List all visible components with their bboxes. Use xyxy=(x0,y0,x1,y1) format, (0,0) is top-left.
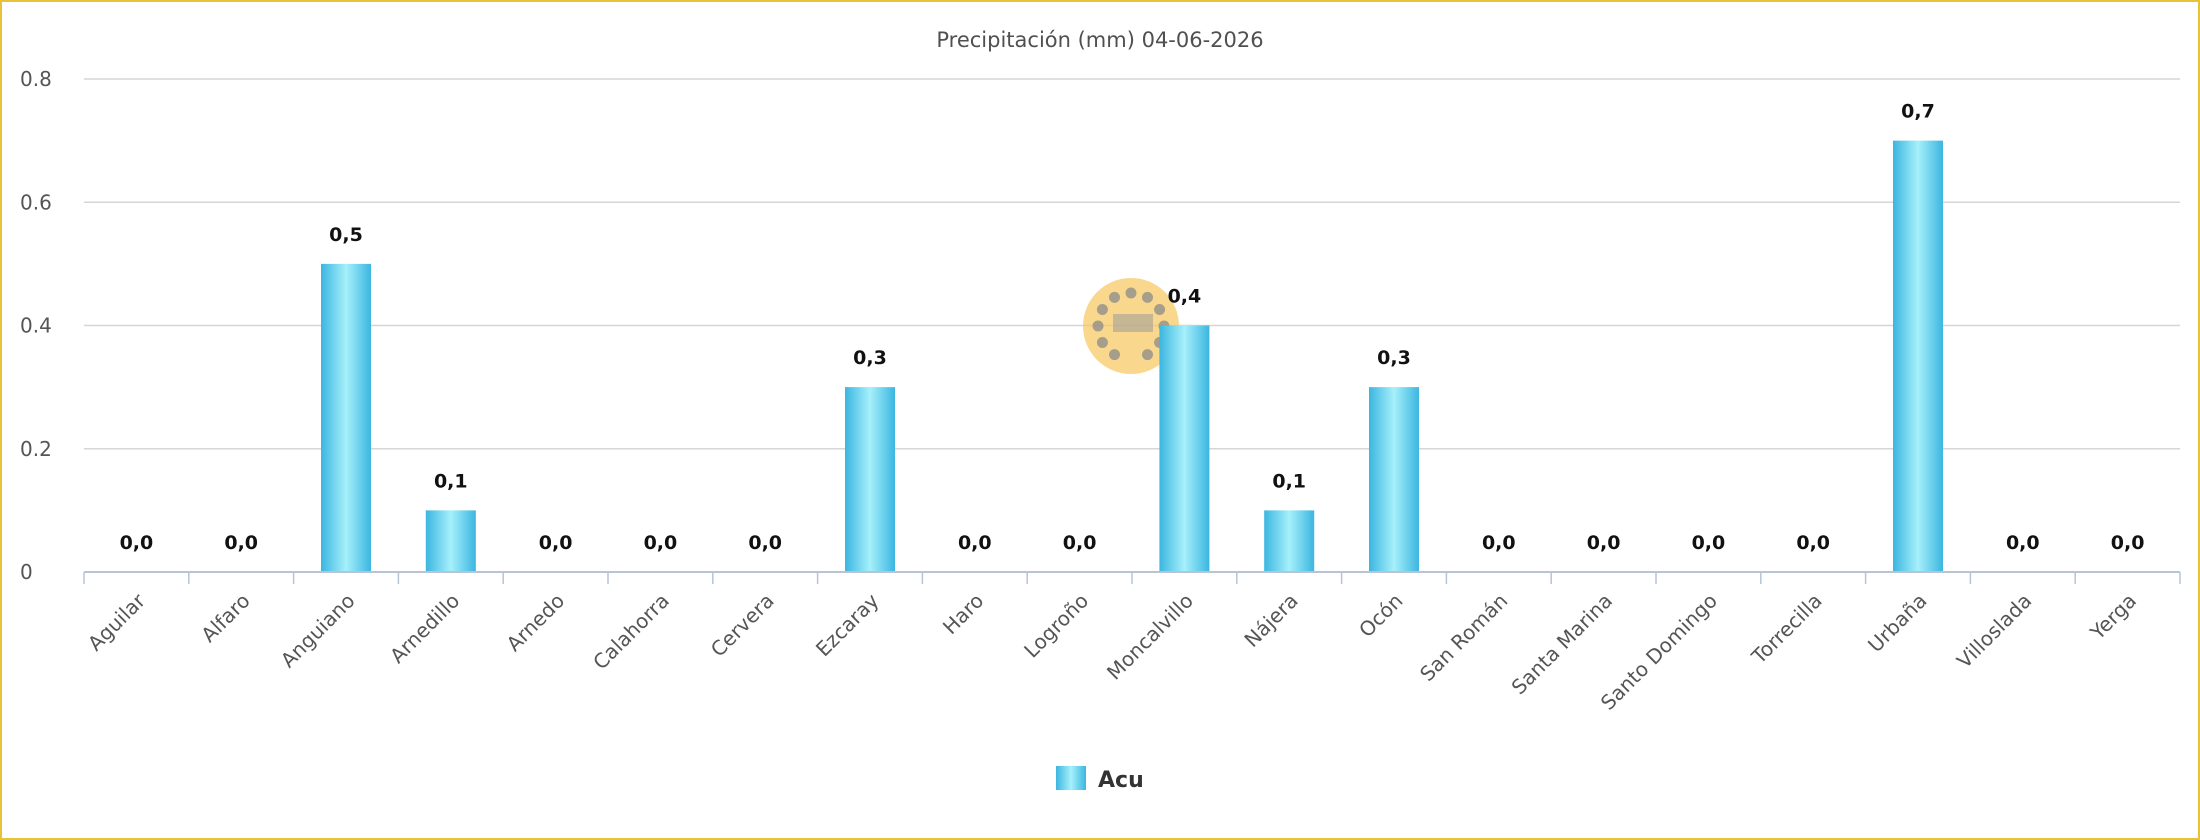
bar-17[interactable] xyxy=(1893,140,1943,572)
y-tick-label: 0.4 xyxy=(20,314,52,338)
data-label-2: 0,5 xyxy=(329,224,363,246)
data-label-19: 0,0 xyxy=(2111,532,2145,554)
logo-dot xyxy=(1096,304,1108,315)
logo-dot xyxy=(1142,291,1153,303)
x-tick-label-4: Arnedo xyxy=(502,589,570,657)
logo-dot xyxy=(1154,304,1166,315)
legend-swatch[interactable] xyxy=(1056,766,1086,790)
logo-dot xyxy=(1142,349,1153,361)
x-tick-label-7: Ezcaray xyxy=(811,588,884,661)
x-tick-label-12: Ocón xyxy=(1354,589,1407,642)
x-tick-label-14: Santa Marina xyxy=(1507,589,1618,700)
y-axis-ticks: 0 0.2 0.4 0.6 0.8 xyxy=(20,67,52,584)
data-label-6: 0,0 xyxy=(748,532,782,554)
y-tick-label: 0 xyxy=(20,560,33,584)
legend: Acu xyxy=(1056,766,1144,793)
bar-12[interactable] xyxy=(1369,387,1419,572)
data-label-3: 0,1 xyxy=(434,470,468,492)
bar-7[interactable] xyxy=(845,387,895,572)
data-label-11: 0,1 xyxy=(1272,470,1306,492)
data-label-10: 0,4 xyxy=(1168,286,1202,308)
x-axis: Aguilar Alfaro Anguiano Arnedillo Arnedo Cala… xyxy=(83,571,2181,715)
x-tick-label-5: Calahorra xyxy=(588,589,674,675)
data-label-12: 0,3 xyxy=(1377,347,1411,369)
bar-11[interactable] xyxy=(1264,510,1315,572)
bar-2[interactable] xyxy=(321,263,371,572)
x-tick-label-3: Arnedillo xyxy=(385,589,464,668)
data-label-9: 0,0 xyxy=(1063,532,1097,554)
logo-dot xyxy=(1092,320,1104,332)
gridlines xyxy=(84,78,2180,450)
x-tick-label-11: Nájera xyxy=(1239,589,1302,652)
x-tick-label-6: Cervera xyxy=(706,589,779,662)
data-labels: 0,0 0,0 0,5 0,1 0,0 0,0 0,0 0,3 0,0 0,0 0,4 0,1 0,3 0… xyxy=(120,101,2145,554)
data-label-5: 0,0 xyxy=(644,532,678,554)
data-label-0: 0,0 xyxy=(120,532,154,554)
x-tick-label-17: Urbaña xyxy=(1863,589,1931,657)
logo-dot xyxy=(1125,287,1137,299)
x-tick-label-2: Anguiano xyxy=(276,589,360,673)
data-label-16: 0,0 xyxy=(1796,532,1830,554)
chart-title: Precipitación (mm) 04-06-2026 xyxy=(936,28,1263,52)
legend-label-acu[interactable]: Acu xyxy=(1098,768,1144,793)
logo-dot xyxy=(1096,337,1108,348)
x-tick-label-13: San Román xyxy=(1415,589,1512,686)
bar-3[interactable] xyxy=(425,510,476,572)
data-label-18: 0,0 xyxy=(2006,532,2040,554)
x-tick-label-19: Yerga xyxy=(2085,589,2141,645)
x-tick-label-9: Logroño xyxy=(1019,589,1093,663)
x-tick-label-8: Haro xyxy=(938,589,988,639)
data-label-1: 0,0 xyxy=(224,532,258,554)
logo-dot xyxy=(1109,349,1120,361)
data-label-4: 0,0 xyxy=(539,532,573,554)
bar-10[interactable] xyxy=(1159,325,1210,573)
y-tick-label: 0.2 xyxy=(20,437,52,461)
data-label-14: 0,0 xyxy=(1587,532,1621,554)
data-label-17: 0,7 xyxy=(1901,101,1935,123)
data-label-15: 0,0 xyxy=(1692,532,1726,554)
y-tick-label: 0.6 xyxy=(20,190,52,214)
x-tick-label-1: Alfaro xyxy=(196,589,254,647)
x-tick-label-16: Torrecilla xyxy=(1746,589,1827,670)
data-label-7: 0,3 xyxy=(853,347,887,369)
x-tick-label-18: Villoslada xyxy=(1952,589,2036,673)
logo-mark xyxy=(1113,314,1153,332)
x-tick-label-0: Aguilar xyxy=(83,588,150,655)
data-label-8: 0,0 xyxy=(958,532,992,554)
y-tick-label: 0.8 xyxy=(20,67,52,91)
bars xyxy=(321,140,1943,573)
data-label-13: 0,0 xyxy=(1482,532,1516,554)
logo-dot xyxy=(1109,291,1120,303)
x-tick-label-10: Moncalvillo xyxy=(1102,589,1198,685)
